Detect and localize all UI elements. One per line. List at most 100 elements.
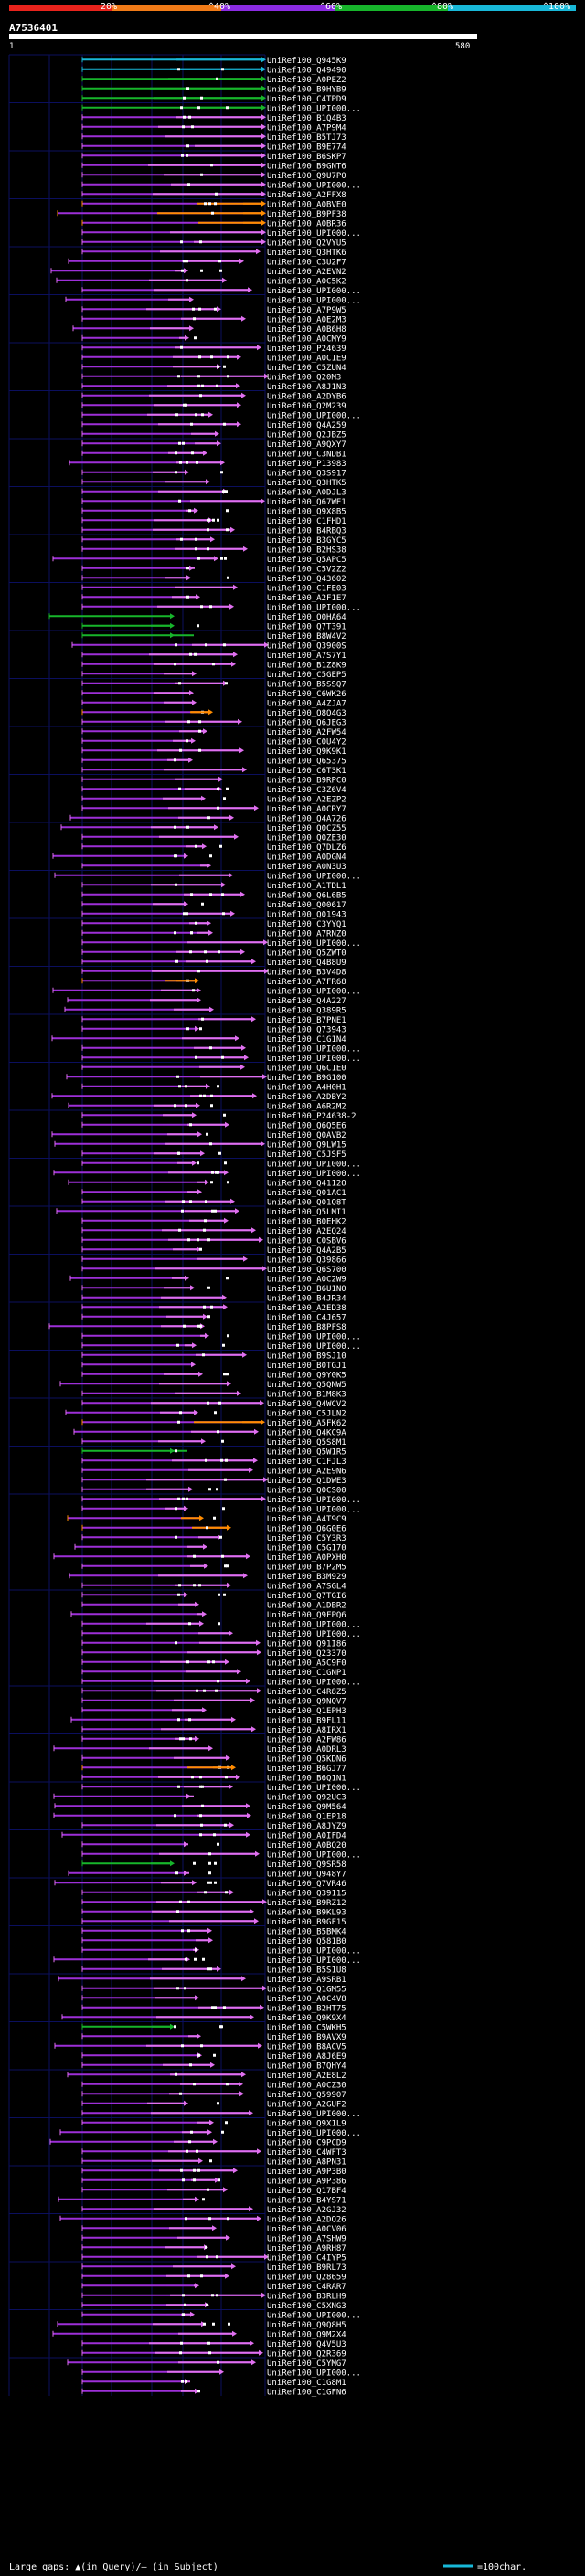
hit-label[interactable]: UniRef100_A7FR68 bbox=[267, 978, 346, 987]
hit-row[interactable]: UniRef100_Q948Y7 bbox=[68, 1870, 346, 1879]
hit-label[interactable]: UniRef100_B1M8K3 bbox=[267, 1390, 346, 1399]
hit-label[interactable]: UniRef100_Q4B8U9 bbox=[267, 959, 346, 968]
hit-row[interactable]: UniRef100_Q5KDN6 bbox=[81, 1754, 346, 1764]
hit-label[interactable]: UniRef100_Q01AC1 bbox=[267, 1189, 346, 1198]
hit-row[interactable]: UniRef100_UPI000... bbox=[81, 2311, 361, 2320]
hit-row[interactable]: UniRef100_Q67WE1 bbox=[81, 498, 346, 507]
hit-label[interactable]: UniRef100_B9G100 bbox=[267, 1074, 346, 1083]
hit-row[interactable]: UniRef100_B1M8K3 bbox=[81, 1390, 346, 1399]
hit-label[interactable]: UniRef100_C9PCD9 bbox=[267, 2138, 346, 2147]
hit-label[interactable]: UniRef100_Q00617 bbox=[267, 901, 346, 910]
hit-row[interactable]: UniRef100_Q4V5U3 bbox=[81, 2340, 346, 2349]
hit-label[interactable]: UniRef100_Q2JBZ5 bbox=[267, 430, 346, 440]
hit-label[interactable]: UniRef100_Q9M564 bbox=[267, 1803, 346, 1812]
hit-label[interactable]: UniRef100_A0CV06 bbox=[267, 2225, 346, 2234]
hit-row[interactable]: UniRef100_C5GEP5 bbox=[81, 671, 346, 680]
hit-label[interactable]: UniRef100_Q67WE1 bbox=[267, 498, 346, 507]
hit-row[interactable]: UniRef100_C1GFN6 bbox=[81, 2388, 346, 2397]
hit-label[interactable]: UniRef100_Q0ZE30 bbox=[267, 833, 346, 843]
hit-row[interactable]: UniRef100_B3GYC5 bbox=[81, 536, 346, 546]
hit-label[interactable]: UniRef100_Q9M2X4 bbox=[267, 2330, 346, 2339]
hit-row[interactable]: UniRef100_Q6L6B5 bbox=[81, 891, 346, 900]
hit-label[interactable]: UniRef100_UPI000... bbox=[267, 1160, 361, 1169]
hit-label[interactable]: UniRef100_A7SGL4 bbox=[267, 1582, 346, 1591]
hit-label[interactable]: UniRef100_B9SJ10 bbox=[267, 1352, 346, 1361]
hit-label[interactable]: UniRef100_UPI000... bbox=[267, 2311, 361, 2320]
hit-row[interactable]: UniRef100_C5Y3R3 bbox=[81, 1534, 346, 1543]
hit-label[interactable]: UniRef100_A2F1E7 bbox=[267, 594, 346, 603]
hit-row[interactable]: UniRef100_B5S1U8 bbox=[81, 1966, 346, 1975]
hit-label[interactable]: UniRef100_A8J6E9 bbox=[267, 2052, 346, 2062]
hit-row[interactable]: UniRef100_B9SJ10 bbox=[81, 1352, 346, 1361]
hit-row[interactable]: UniRef100_B6U1N0 bbox=[81, 1285, 346, 1294]
hit-row[interactable]: UniRef100_UPI000... bbox=[81, 1160, 361, 1169]
hit-label[interactable]: UniRef100_A9RH87 bbox=[267, 2244, 346, 2253]
hit-row[interactable]: UniRef100_Q9M564 bbox=[54, 1803, 346, 1812]
hit-label[interactable]: UniRef100_C5G170 bbox=[267, 1543, 346, 1553]
hit-row[interactable]: UniRef100_Q4A726 bbox=[69, 814, 346, 823]
hit-label[interactable]: UniRef100_A4T9C9 bbox=[267, 1515, 346, 1524]
hit-row[interactable]: UniRef100_B6GJ77 bbox=[81, 1765, 346, 1774]
hit-label[interactable]: UniRef100_B6Q1N1 bbox=[267, 1774, 346, 1783]
hit-label[interactable]: UniRef100_C4J657 bbox=[267, 1313, 346, 1322]
hit-label[interactable]: UniRef100_A0C4V8 bbox=[267, 1995, 346, 2004]
hit-row[interactable]: UniRef100_Q3HTK6 bbox=[81, 249, 346, 258]
hit-row[interactable]: UniRef100_A2F1E7 bbox=[81, 594, 346, 603]
hit-label[interactable]: UniRef100_A2EZP2 bbox=[267, 795, 346, 804]
hit-label[interactable]: UniRef100_Q9K9K1 bbox=[267, 747, 346, 757]
hit-row[interactable]: UniRef100_Q9K9X4 bbox=[61, 2014, 346, 2023]
hit-row[interactable]: UniRef100_A0C1E9 bbox=[81, 354, 346, 363]
hit-row[interactable]: UniRef100_C4IYP5 bbox=[81, 2253, 346, 2263]
hit-row[interactable]: UniRef100_B4YS71 bbox=[58, 2196, 346, 2205]
hit-row[interactable]: UniRef100_A0C2W9 bbox=[69, 1275, 346, 1284]
hit-label[interactable]: UniRef100_C6T3K1 bbox=[267, 767, 346, 776]
hit-label[interactable]: UniRef100_A7P9W5 bbox=[267, 306, 346, 315]
hit-label[interactable]: UniRef100_B9RZ12 bbox=[267, 1899, 346, 1908]
hit-row[interactable]: UniRef100_UPI000... bbox=[81, 1850, 361, 1860]
hit-row[interactable]: UniRef100_B1Z8K9 bbox=[81, 661, 346, 670]
hit-label[interactable]: UniRef100_Q7VR46 bbox=[267, 1880, 346, 1889]
hit-row[interactable]: UniRef100_Q6JEG3 bbox=[81, 718, 346, 727]
hit-label[interactable]: UniRef100_B4JR34 bbox=[267, 1294, 346, 1303]
hit-label[interactable]: UniRef100_Q01Q8T bbox=[267, 1198, 346, 1207]
hit-label[interactable]: UniRef100_Q1GM55 bbox=[267, 1985, 346, 1994]
hit-row[interactable]: UniRef100_Q7T391 bbox=[81, 622, 346, 631]
hit-row[interactable]: UniRef100_Q6Q5E6 bbox=[81, 1121, 346, 1130]
hit-label[interactable]: UniRef100_P24639 bbox=[267, 345, 346, 354]
hit-row[interactable]: UniRef100_A8PN31 bbox=[81, 2157, 346, 2167]
hit-label[interactable]: UniRef100_C6WK26 bbox=[267, 690, 346, 699]
hit-label[interactable]: UniRef100_Q9FPQ6 bbox=[267, 1611, 346, 1620]
hit-label[interactable]: UniRef100_Q2M239 bbox=[267, 402, 346, 411]
hit-row[interactable]: UniRef100_A0CMY9 bbox=[81, 334, 346, 344]
hit-row[interactable]: UniRef100_C4RAR7 bbox=[81, 2283, 346, 2292]
hit-label[interactable]: UniRef100_C3Z6V4 bbox=[267, 786, 346, 795]
hit-row[interactable]: UniRef100_Q43602 bbox=[81, 575, 346, 584]
hit-label[interactable]: UniRef100_UPI000... bbox=[267, 1332, 361, 1341]
hit-label[interactable]: UniRef100_Q4A259 bbox=[267, 421, 346, 430]
hit-label[interactable]: UniRef100_A0N3U3 bbox=[267, 863, 346, 872]
hit-row[interactable]: UniRef100_A7SGL4 bbox=[81, 1582, 346, 1591]
hit-label[interactable]: UniRef100_Q1EPH3 bbox=[267, 1707, 346, 1716]
hit-row[interactable]: UniRef100_B2HT75 bbox=[81, 2004, 346, 2013]
hit-row[interactable]: UniRef100_A5FK62 bbox=[81, 1419, 346, 1428]
hit-row[interactable]: UniRef100_A7FR68 bbox=[81, 978, 346, 987]
hit-label[interactable]: UniRef100_B8PFS8 bbox=[267, 1323, 346, 1332]
hit-label[interactable]: UniRef100_C1FE03 bbox=[267, 584, 346, 593]
hit-label[interactable]: UniRef100_B4RBQ3 bbox=[267, 526, 346, 535]
hit-label[interactable]: UniRef100_C5ZUN4 bbox=[267, 364, 346, 373]
hit-row[interactable]: UniRef100_Q4KC9A bbox=[73, 1428, 346, 1437]
hit-row[interactable]: UniRef100_UPI000... bbox=[81, 1496, 361, 1505]
hit-label[interactable]: UniRef100_Q01943 bbox=[267, 910, 346, 919]
hit-label[interactable]: UniRef100_B5S1U8 bbox=[267, 1966, 346, 1975]
hit-row[interactable]: UniRef100_UPI000... bbox=[81, 287, 361, 296]
hit-row[interactable]: UniRef100_C0U4Y2 bbox=[81, 737, 346, 747]
hit-row[interactable]: UniRef100_A8IRX1 bbox=[81, 1726, 346, 1735]
hit-label[interactable]: UniRef100_A0BQ20 bbox=[267, 1841, 346, 1850]
hit-row[interactable]: UniRef100_UPI000... bbox=[53, 1170, 361, 1179]
hit-row[interactable]: UniRef100_Q9U7P0 bbox=[81, 172, 346, 181]
hit-label[interactable]: UniRef100_B7QHY4 bbox=[267, 2062, 346, 2071]
hit-label[interactable]: UniRef100_Q9X1L9 bbox=[267, 2119, 346, 2128]
hit-row[interactable]: UniRef100_A5C9F0 bbox=[81, 1659, 346, 1668]
hit-label[interactable]: UniRef100_A9SRB1 bbox=[267, 1976, 346, 1985]
hit-label[interactable]: UniRef100_Q9U7P0 bbox=[267, 172, 346, 181]
